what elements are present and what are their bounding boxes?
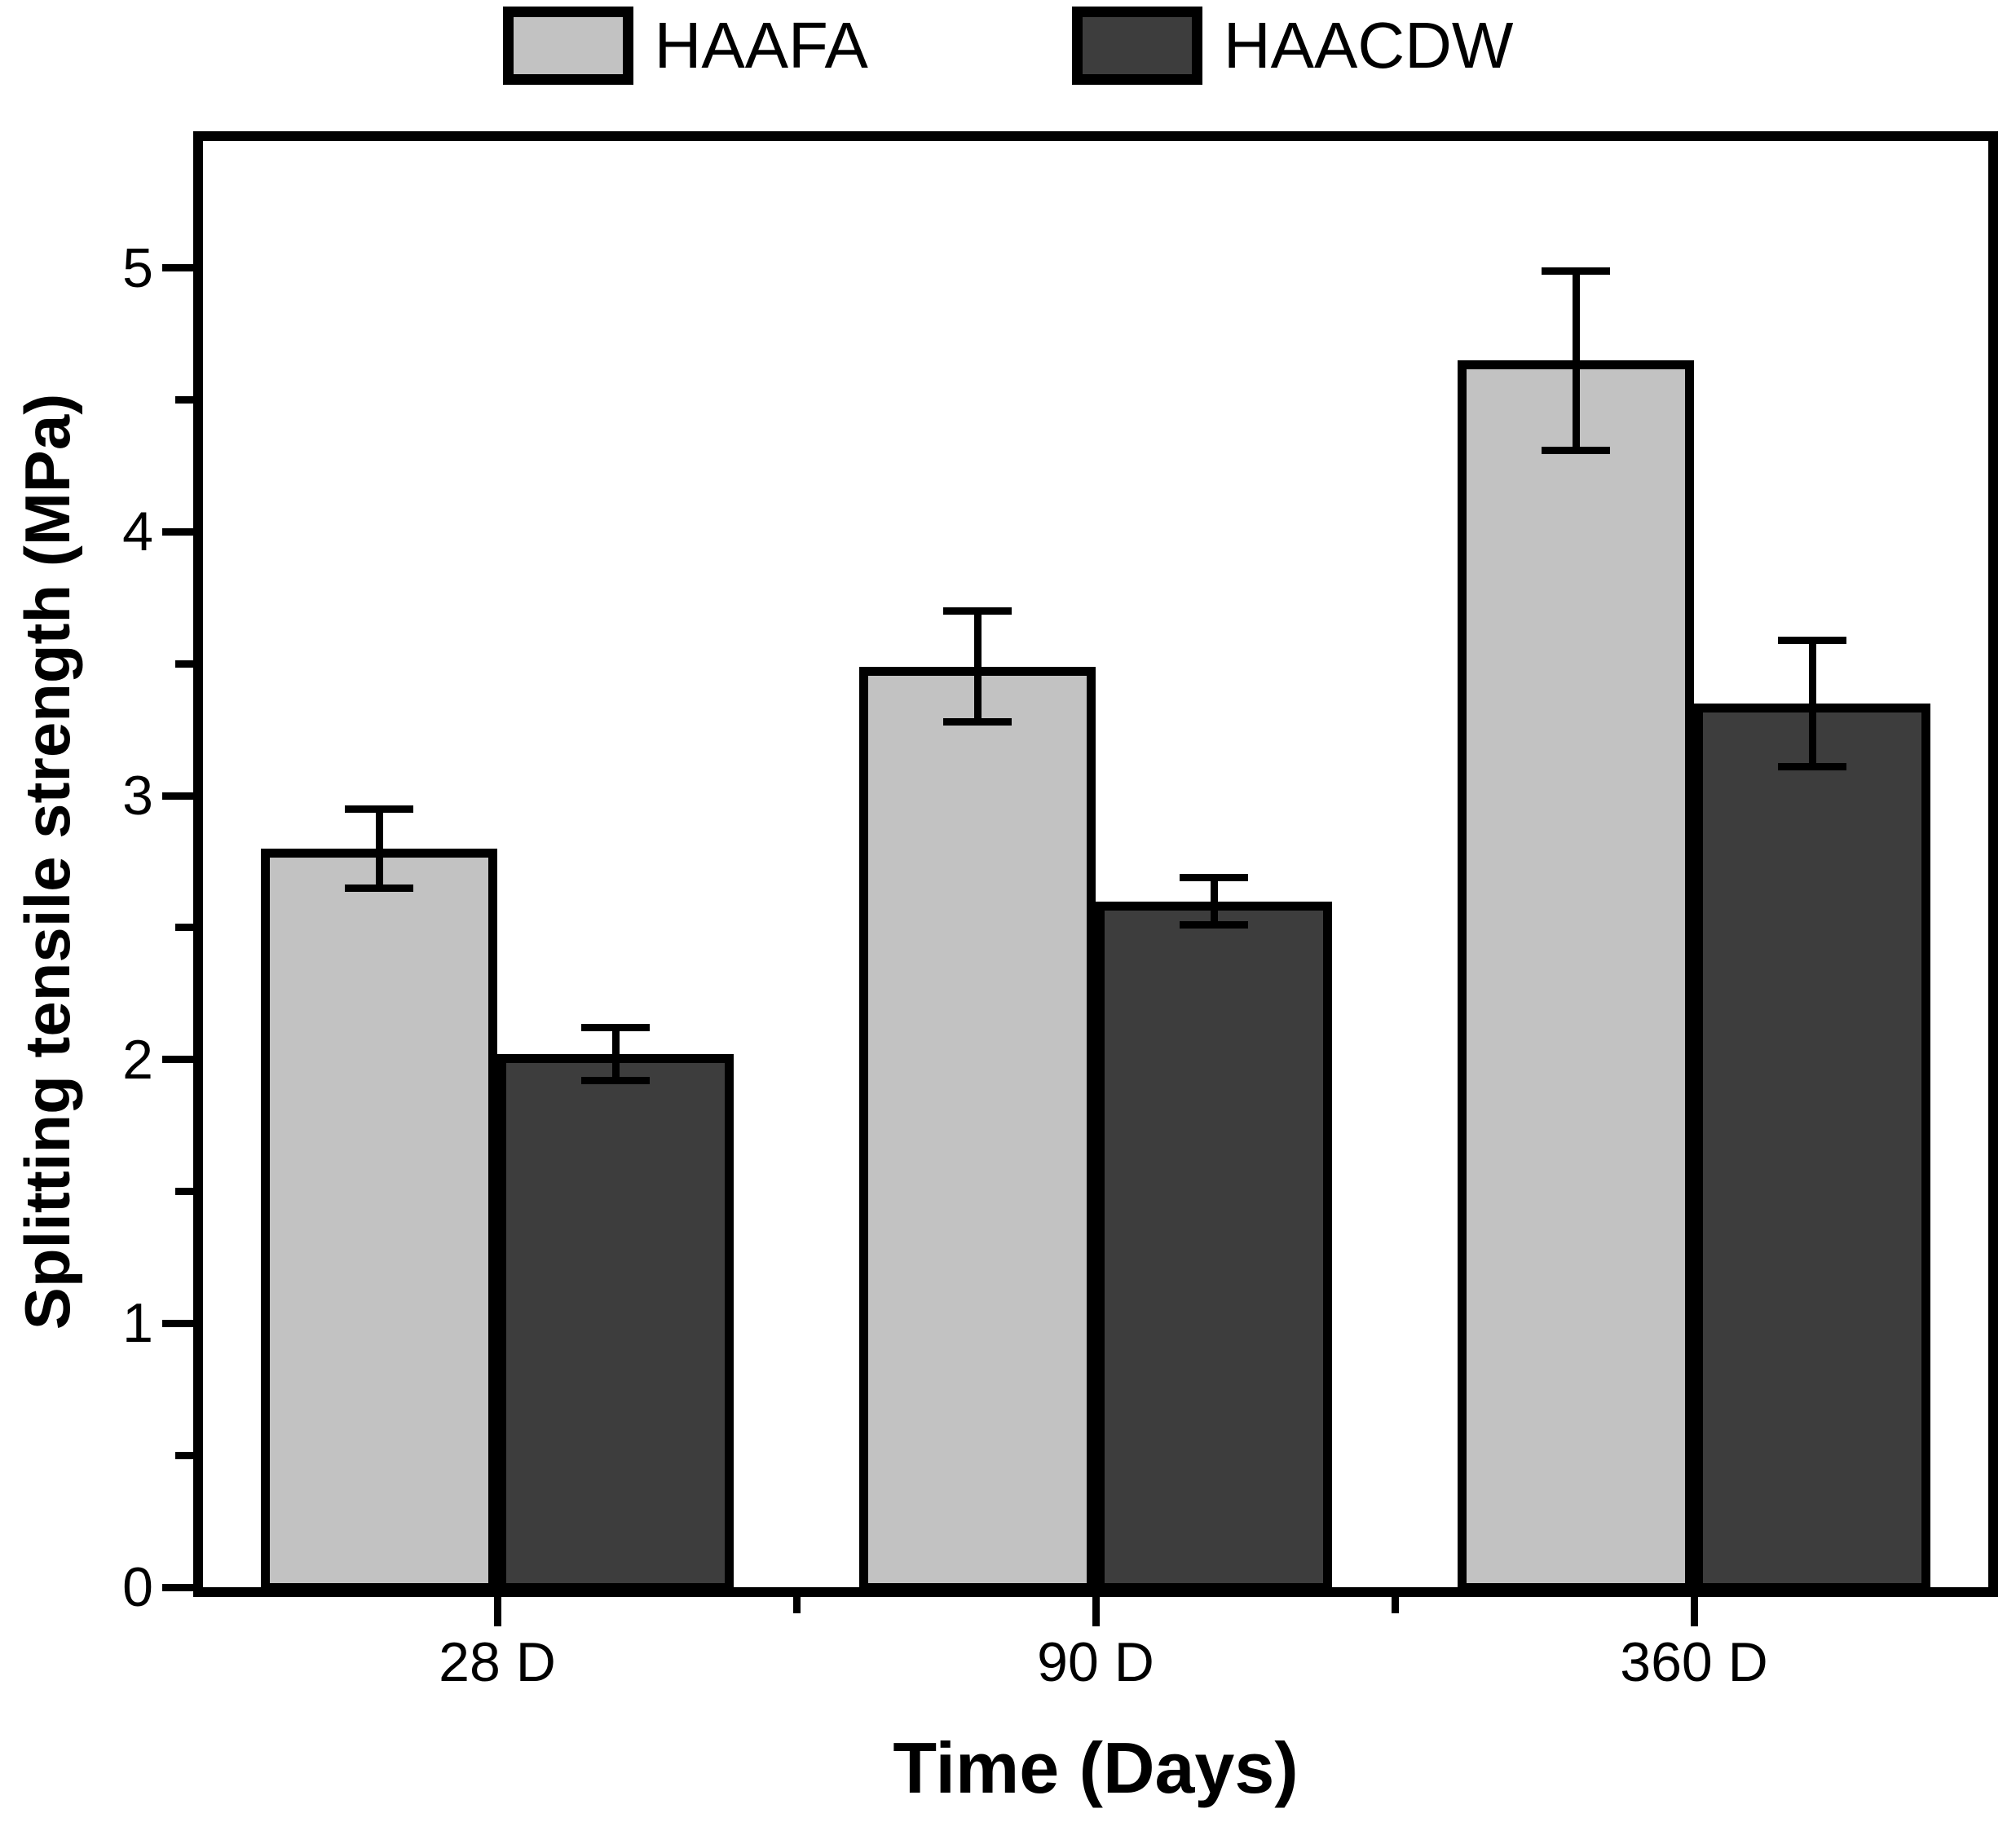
error-bar-haafa-90d (973, 611, 982, 722)
y-major-tick (162, 1319, 193, 1327)
haafa-swatch-icon (502, 7, 633, 85)
bar-haacdw-28d (497, 1054, 734, 1592)
error-cap (345, 805, 413, 813)
x-tick-label: 360 D (1620, 1631, 1768, 1693)
bar-haafa-90d (859, 666, 1096, 1592)
y-major-tick (162, 527, 193, 536)
x-major-tick (1092, 1597, 1100, 1626)
x-major-tick (493, 1597, 501, 1626)
y-minor-tick (175, 660, 193, 668)
y-axis-title: Splitting tensile strength (MPa) (11, 393, 83, 1330)
error-bar-haafa-28d (375, 809, 383, 889)
error-cap (581, 1077, 650, 1085)
y-minor-tick (175, 924, 193, 932)
error-bar-haacdw-360d (1808, 640, 1816, 767)
x-major-tick (1690, 1597, 1698, 1626)
y-tick-label: 1 (122, 1292, 153, 1355)
error-bar-haafa-360d (1572, 271, 1580, 451)
error-cap (1778, 762, 1846, 770)
y-minor-tick (175, 1188, 193, 1196)
error-cap (943, 717, 1012, 726)
bar-haacdw-360d (1694, 703, 1930, 1592)
error-bar-haacdw-90d (1210, 877, 1218, 925)
legend-label-haacdw: HAACDW (1223, 9, 1514, 82)
x-tick-label: 28 D (439, 1631, 556, 1693)
x-minor-tick (792, 1597, 801, 1613)
x-axis-title: Time (Days) (893, 1727, 1299, 1808)
y-major-tick (162, 1056, 193, 1064)
y-major-tick (162, 792, 193, 800)
error-cap (581, 1024, 650, 1032)
error-cap (1542, 267, 1610, 275)
y-minor-tick (175, 1451, 193, 1459)
y-minor-tick (175, 396, 193, 404)
bar-haafa-28d (261, 848, 497, 1592)
error-bar-haacdw-28d (611, 1027, 620, 1081)
error-cap (345, 884, 413, 892)
y-tick-label: 3 (122, 765, 153, 827)
error-cap (1180, 921, 1248, 929)
y-tick-label: 5 (122, 236, 153, 299)
bar-haacdw-90d (1096, 901, 1332, 1592)
y-major-tick (162, 1583, 193, 1591)
bar-haafa-360d (1458, 360, 1694, 1592)
error-cap (1180, 873, 1248, 881)
legend-item-haacdw: HAACDW (1071, 7, 1514, 85)
y-tick-label: 0 (122, 1556, 153, 1618)
error-cap (1778, 636, 1846, 644)
error-cap (943, 607, 1012, 615)
haacdw-swatch-icon (1071, 7, 1202, 85)
y-tick-label: 2 (122, 1028, 153, 1091)
legend-label-haafa: HAAFA (654, 9, 868, 82)
legend: HAAFA HAACDW (0, 7, 2016, 85)
y-tick-label: 4 (122, 501, 153, 563)
x-minor-tick (1391, 1597, 1399, 1613)
y-major-tick (162, 264, 193, 272)
x-tick-label: 90 D (1037, 1631, 1154, 1693)
error-cap (1542, 446, 1610, 454)
legend-item-haafa: HAAFA (502, 7, 868, 85)
